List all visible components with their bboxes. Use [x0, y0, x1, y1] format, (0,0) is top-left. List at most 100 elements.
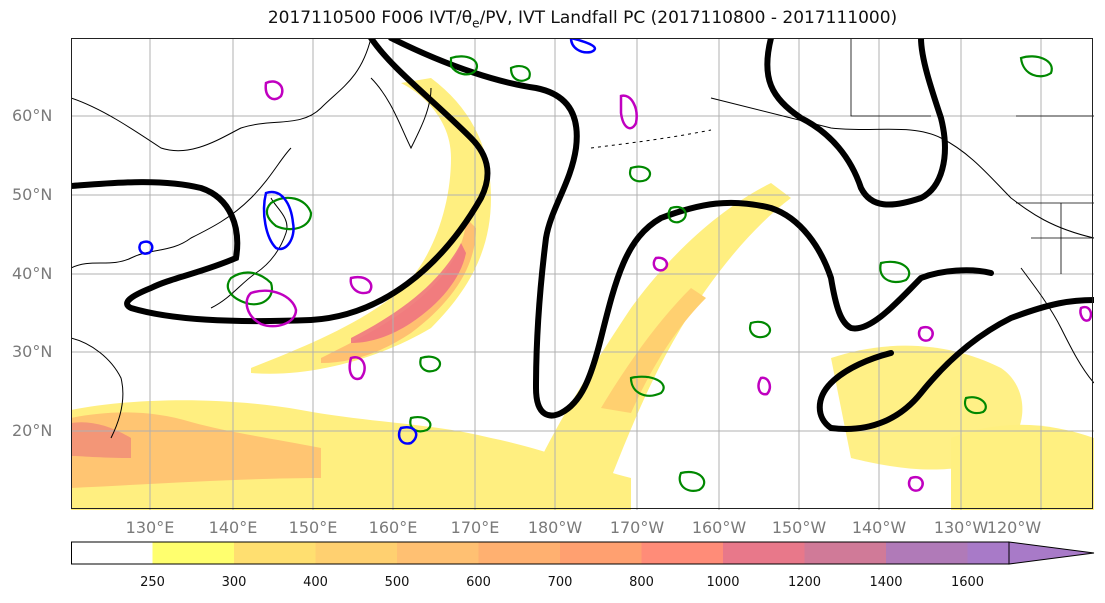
colorbar-tick-label: 300 — [221, 575, 247, 590]
lon-label-160e: 160°E — [368, 518, 418, 537]
lon-label-150w: 150°W — [771, 518, 827, 537]
china-coast — [71, 337, 124, 439]
ivt-east-lower — [951, 424, 1094, 510]
colorbar-segment — [723, 542, 805, 564]
north-america-coast — [1020, 267, 1094, 384]
theta-e-contour — [629, 375, 665, 397]
colorbar-segment — [886, 542, 968, 564]
colorbar-tick-label: 1000 — [706, 575, 740, 590]
colorbar-tick-label: 1200 — [787, 575, 822, 590]
pv-neg-contour — [349, 275, 373, 295]
title-prefix: 2017110500 F006 IVT/ — [267, 8, 462, 28]
lon-label-150e: 150°E — [288, 518, 338, 537]
pv-neg-contour — [757, 376, 772, 396]
colorbar-tick-label: 800 — [629, 575, 654, 590]
lon-label-170e: 170°E — [450, 518, 500, 537]
colorbar-segment — [397, 542, 479, 564]
aleutian-chain — [590, 129, 712, 149]
pv-neg-contour — [1079, 305, 1093, 322]
theta-e-contour — [265, 196, 313, 231]
lat-label-40n: 40°N — [12, 264, 53, 283]
coastlines — [71, 38, 1094, 439]
kamchatka-coast — [370, 77, 432, 150]
colorbar-segment — [315, 542, 397, 564]
colorbar-tick-label: 600 — [466, 575, 491, 590]
pv-neg-contour — [619, 94, 638, 130]
theta-e-contour — [449, 55, 479, 76]
pv-pos-contour — [262, 190, 295, 251]
colorbar-segment — [560, 542, 642, 564]
map-svg — [71, 38, 1094, 510]
colorbar-tick-label: 400 — [303, 575, 328, 590]
ivt-river-central-mid — [601, 288, 706, 413]
colorbar-segment — [804, 542, 886, 564]
title-theta: θ — [461, 8, 473, 28]
canada-border — [850, 38, 931, 117]
pv-neg-contour — [917, 325, 934, 342]
pv-negative-contours — [245, 80, 1093, 492]
ivt-shading — [71, 78, 1094, 510]
asia-coast — [71, 38, 372, 152]
pv-positive-contours — [138, 38, 597, 445]
theta-e-contour — [1019, 55, 1053, 78]
theta-e-contour — [509, 64, 531, 82]
japan-coast — [210, 197, 288, 309]
state-borders — [1016, 115, 1094, 274]
lon-label-170w: 170°W — [609, 518, 665, 537]
asia-coast-korea — [71, 147, 292, 269]
pv-neg-contour — [652, 256, 669, 272]
ivt-river-west-core — [351, 243, 466, 343]
pv-pos-contour — [569, 38, 597, 54]
lat-label-60n: 60°N — [12, 106, 53, 125]
colorbar-tick-label: 500 — [384, 575, 410, 590]
lat-label-30n: 30°N — [12, 342, 53, 361]
theta-e-contour — [667, 205, 687, 224]
colorbar-svg — [71, 541, 1095, 565]
colorbar-segment — [478, 542, 560, 564]
pv-neg-contour — [348, 356, 366, 381]
pv-neg-contour — [245, 289, 298, 328]
borders — [850, 38, 1094, 274]
pv-pos-contour — [397, 425, 418, 445]
lon-label-140w: 140°W — [851, 518, 907, 537]
title-theta-sub: e — [472, 16, 480, 31]
theta-e-contour — [628, 165, 652, 183]
lat-label-20n: 20°N — [12, 421, 53, 440]
map-title: 2017110500 F006 IVT/θe/PV, IVT Landfall … — [0, 8, 1105, 30]
colorbar-segment — [152, 542, 234, 564]
colorbar-tick-label: 1400 — [869, 575, 903, 590]
colorbar-outline — [71, 541, 1009, 565]
colorbar-segment — [641, 542, 723, 564]
alaska-coast — [710, 97, 1094, 239]
lon-label-130w: 130°W — [933, 518, 989, 537]
lon-label-120w: 120°W — [986, 518, 1042, 537]
theta-e-contour — [879, 260, 911, 284]
theta-e-contour — [419, 355, 442, 373]
theta-e-contours — [226, 55, 1053, 492]
theta-e-contour — [748, 320, 772, 339]
theta-e-contour — [678, 470, 706, 492]
colorbar — [71, 541, 1096, 565]
colorbar-segment — [71, 542, 153, 564]
jet-contour-central — [388, 38, 994, 419]
lon-label-130e: 130°E — [125, 518, 175, 537]
jet-contour-east — [764, 38, 948, 208]
title-suffix: /PV, IVT Landfall PC (2017110800 - 20171… — [479, 8, 898, 28]
theta-e-contour — [226, 271, 274, 306]
jet-contour-south — [828, 297, 1094, 432]
theta-e-contour — [963, 396, 987, 415]
colorbar-tick-label: 700 — [547, 575, 573, 590]
pv-neg-contour — [264, 80, 284, 101]
colorbar-tick-label: 1600 — [950, 575, 985, 590]
lon-label-160w: 160°W — [691, 518, 747, 537]
colorbar-tick-label: 250 — [140, 575, 165, 590]
lon-label-180w: 180°W — [527, 518, 583, 537]
jet-contours — [71, 38, 1094, 432]
lat-label-50n: 50°N — [12, 185, 53, 204]
jet-contour-south-loop — [816, 350, 894, 431]
pv-pos-contour — [138, 240, 154, 255]
jet-contour-west — [71, 38, 491, 325]
colorbar-extend-arrow — [1008, 541, 1095, 565]
map-panel — [71, 38, 1094, 510]
pv-neg-contour — [907, 475, 924, 492]
